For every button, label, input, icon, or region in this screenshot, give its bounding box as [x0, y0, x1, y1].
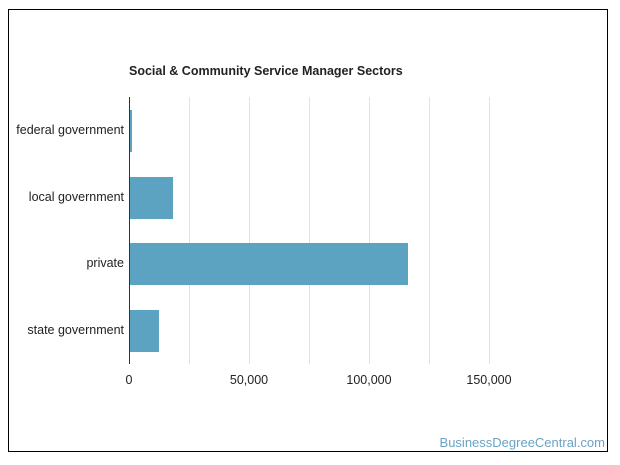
x-tick-label: 0: [125, 373, 133, 387]
gridline: [309, 97, 310, 364]
bar-private[interactable]: [130, 243, 409, 285]
bar-local-government[interactable]: [130, 177, 174, 219]
bar-federal-government[interactable]: [130, 110, 132, 152]
gridline: [489, 97, 490, 364]
gridline: [369, 97, 370, 364]
category-label: state government: [27, 323, 124, 337]
category-label: private: [86, 256, 124, 270]
chart-title: Social & Community Service Manager Secto…: [129, 64, 403, 78]
watermark: BusinessDegreeCentral.com: [439, 435, 605, 450]
x-tick-label: 50,000: [229, 373, 269, 387]
category-label: local government: [28, 190, 124, 204]
chart-frame: [8, 9, 608, 452]
gridline: [429, 97, 430, 364]
gridline: [189, 97, 190, 364]
y-axis-line: [129, 97, 130, 364]
category-label: federal government: [16, 123, 124, 137]
x-tick-label: 100,000: [346, 373, 392, 387]
gridline: [249, 97, 250, 364]
bar-state-government[interactable]: [130, 310, 160, 352]
x-tick-label: 150,000: [466, 373, 512, 387]
